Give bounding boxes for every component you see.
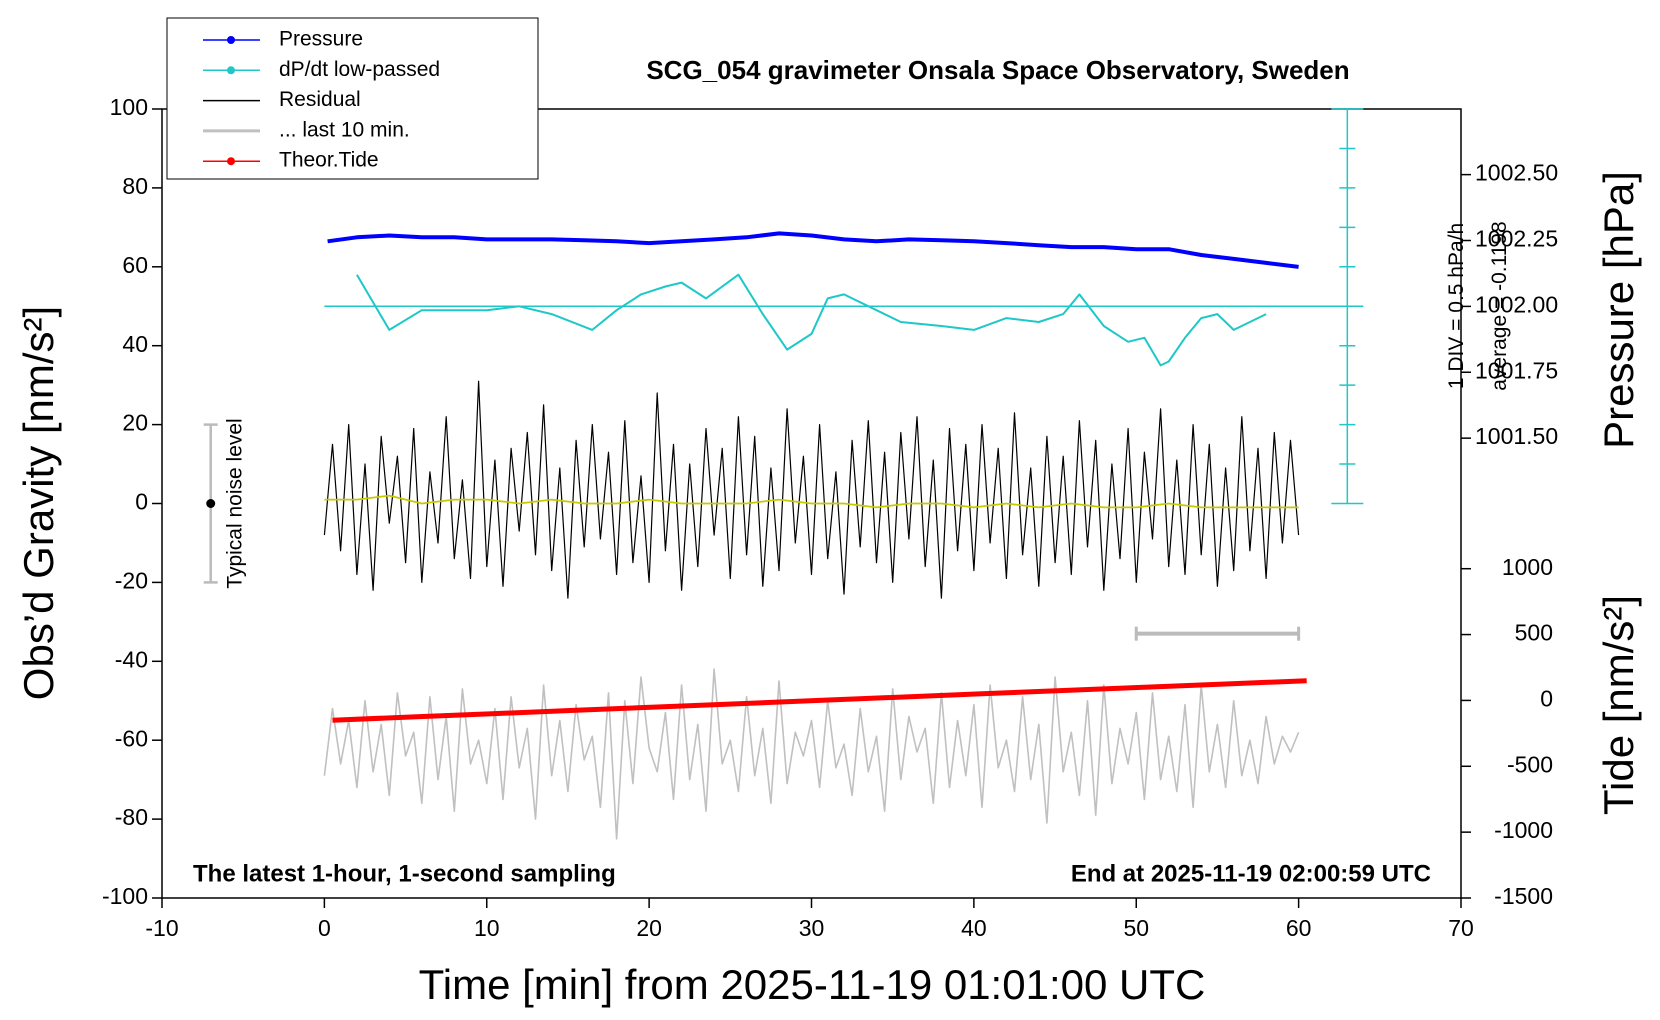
y2-tick-label: 1002.25 (1475, 226, 1558, 252)
y2-tick-label: 1002.00 (1475, 291, 1558, 317)
x-tick-label: -10 (145, 915, 178, 941)
legend-marker (227, 157, 235, 166)
x-tick-label: 20 (636, 915, 662, 941)
y-tick-label: 60 (122, 252, 148, 278)
series-line (327, 231, 1299, 269)
dpdt-average-label: average = -0.1198 (1488, 221, 1511, 391)
noise-label: Typical noise level (223, 418, 246, 588)
legend-label: Residual (279, 88, 361, 111)
legend-label: Theor.Tide (279, 149, 379, 172)
y3-axis-title: Tide [nm/s²] (1595, 595, 1642, 815)
series-line (323, 380, 1300, 599)
y-tick-label: -100 (102, 883, 148, 909)
y-tick-label: -60 (115, 725, 148, 751)
y-tick-label: 0 (135, 489, 148, 515)
legend-marker (227, 66, 235, 75)
y3-tick-label: 0 (1540, 685, 1553, 711)
y-tick-label: 80 (122, 173, 148, 199)
y-tick-label: 20 (122, 410, 148, 436)
y-tick-label: 100 (110, 94, 148, 120)
y2-tick-label: 1002.50 (1475, 160, 1558, 186)
y-tick-label: -80 (115, 804, 148, 830)
x-tick-label: 60 (1286, 915, 1312, 941)
legend-label: ... last 10 min. (279, 118, 410, 141)
y-tick-label: 40 (122, 331, 148, 357)
x-tick-label: 70 (1448, 915, 1474, 941)
y3-tick-label: -500 (1507, 751, 1553, 777)
series-line (332, 678, 1307, 723)
annotation: End at 2025-11-19 02:00:59 UTC (1071, 860, 1431, 887)
legend-label: Pressure (279, 28, 363, 51)
x-tick-label: 10 (474, 915, 500, 941)
x-tick-label: 40 (961, 915, 987, 941)
x-tick-label: 30 (799, 915, 825, 941)
x-tick-label: 0 (318, 915, 331, 941)
series-line (324, 494, 1299, 509)
y-axis-title: Obs’d Gravity [nm/s²] (15, 306, 62, 700)
y2-axis-title: Pressure [hPa] (1595, 171, 1642, 449)
y2-tick-label: 1001.75 (1475, 357, 1558, 383)
dpdt-scale-label: 1 DIV = 0.5 hPa/h (1445, 223, 1468, 389)
y3-tick-label: 500 (1515, 620, 1553, 646)
y2-tick-label: 1001.50 (1475, 423, 1558, 449)
x-axis-title: Time [min] from 2025-11-19 01:01:00 UTC (419, 961, 1206, 1008)
x-tick-label: 50 (1123, 915, 1149, 941)
legend-label: dP/dt low-passed (279, 58, 440, 81)
y3-tick-label: -1000 (1494, 817, 1553, 843)
y-tick-label: -20 (115, 567, 148, 593)
y3-tick-label: 1000 (1502, 554, 1553, 580)
y-tick-label: -40 (115, 646, 148, 672)
y3-tick-label: -1500 (1494, 883, 1553, 909)
legend-marker (227, 36, 235, 44)
series-line (356, 273, 1267, 367)
annotation: The latest 1-hour, 1-second sampling (193, 860, 616, 887)
series-line (323, 668, 1300, 840)
legend-box (166, 17, 539, 180)
noise-dot (206, 499, 216, 508)
chart-title: SCG_054 gravimeter Onsala Space Observat… (646, 55, 1349, 85)
